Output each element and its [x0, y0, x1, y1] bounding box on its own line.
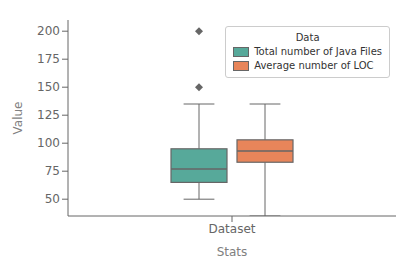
- svg-text:75: 75: [45, 164, 60, 178]
- svg-text:Stats: Stats: [217, 245, 248, 259]
- svg-text:125: 125: [37, 108, 60, 122]
- html-text:Data: Data: [295, 32, 320, 43]
- html-text:Total number of Java Files: Total number of Java Files: [254, 46, 382, 57]
- svg-text:Dataset: Dataset: [209, 222, 256, 236]
- svg-text:200: 200: [37, 24, 60, 38]
- svg-text:100: 100: [37, 136, 60, 150]
- svg-text:150: 150: [37, 80, 60, 94]
- svg-text:Value: Value: [11, 102, 25, 135]
- svg-text:50: 50: [45, 192, 60, 206]
- html-text:Average number of LOC: Average number of LOC: [254, 60, 374, 71]
- svg-text:175: 175: [37, 52, 60, 66]
